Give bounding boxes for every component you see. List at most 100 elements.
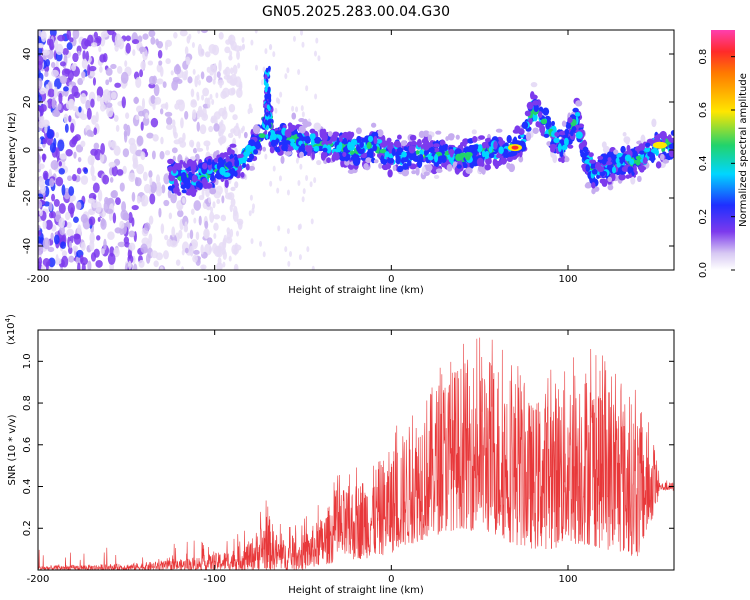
- spectrogram-cell: [254, 64, 258, 71]
- spectrogram-cell: [585, 164, 591, 172]
- spectrogram-cell: [298, 254, 302, 261]
- spectrogram-cell: [287, 260, 291, 267]
- spectrogram-cell: [61, 255, 69, 268]
- spectrogram-cell: [488, 145, 493, 153]
- spectrogram-cell: [178, 205, 182, 212]
- spectrogram-cell: [239, 45, 243, 52]
- spectrogram-cell: [484, 150, 490, 160]
- spectrogram-cell: [265, 134, 269, 140]
- spectrogram-cell: [552, 154, 558, 164]
- spectrogram-cell: [644, 146, 651, 153]
- spectrogram-cell: [164, 42, 169, 51]
- spectrogram-cell: [179, 159, 184, 165]
- spectrogram-cell: [87, 64, 91, 76]
- spectrogram-cell: [379, 148, 387, 154]
- spectrogram-cell: [38, 146, 42, 153]
- spectrogram-cell: [71, 85, 79, 97]
- spectrogram-cell: [187, 76, 193, 84]
- spectrogram-cell: [284, 73, 288, 80]
- spectrogram-cell: [51, 97, 56, 109]
- spectrogram-cell: [289, 251, 293, 258]
- spectrogram-cell: [561, 120, 567, 127]
- colorbar-tick-label: 0.2: [698, 209, 709, 225]
- spectrogram-cell: [185, 58, 189, 65]
- spectrogram-cell: [434, 154, 439, 163]
- spectrogram-cell: [83, 167, 89, 174]
- spectrogram-cell: [172, 119, 176, 128]
- spectrogram-cell: [297, 180, 301, 187]
- spectrogram-cell: [359, 141, 364, 148]
- spectrogram-cell: [55, 131, 60, 139]
- spectrogram-cell: [201, 112, 209, 121]
- spectrogram-cell: [597, 155, 604, 160]
- spectrogram-cell: [591, 182, 596, 189]
- spectrogram-cell: [265, 67, 269, 73]
- spectrogram-cell: [51, 69, 59, 78]
- spectrogram-cell: [575, 131, 583, 139]
- spectrogram-cell: [148, 75, 156, 85]
- spectrogram-cell: [69, 196, 74, 204]
- spectrogram-cell: [216, 198, 221, 204]
- spectrogram-cell: [149, 193, 156, 205]
- spectrogram-cell: [229, 143, 237, 148]
- spectrogram-cell: [71, 173, 77, 182]
- spectrogram-cell: [38, 261, 42, 270]
- spectrogram-cell: [564, 156, 570, 163]
- spectrogram-cell: [92, 202, 98, 209]
- x-tick-label: 0: [388, 574, 394, 585]
- spectrogram-cell: [230, 40, 234, 47]
- spectrogram-cell: [370, 122, 377, 128]
- spectrogram-cell: [122, 165, 127, 175]
- spectrogram-cell: [184, 221, 188, 232]
- spectrogram-cell: [321, 133, 328, 142]
- spectrogram-cell: [250, 39, 254, 46]
- spectrogram-cell: [378, 162, 383, 169]
- spectrogram-cell: [333, 151, 337, 157]
- spectrogram-cell: [599, 178, 605, 184]
- spectrogram-cell: [371, 131, 379, 138]
- spectrogram-cell: [205, 75, 213, 83]
- spectrogram-cell: [264, 119, 268, 125]
- spectrogram-cell: [124, 60, 128, 68]
- spectrogram-cell: [469, 161, 475, 169]
- spectrogram-cell: [50, 232, 54, 241]
- spectrogram-cell: [147, 60, 154, 66]
- y-tick-label: 1.0: [22, 353, 33, 369]
- spectrogram-cell: [216, 71, 221, 79]
- spectrogram-cell: [81, 262, 86, 270]
- spectrogram-cell: [578, 123, 585, 128]
- spectrogram-cell: [264, 87, 268, 93]
- spectrogram-cell: [80, 241, 86, 251]
- spectrogram-cell: [167, 158, 175, 165]
- spectrogram-cell: [186, 232, 190, 239]
- spectrogram-cell: [668, 143, 674, 150]
- spectrogram-cell: [126, 124, 131, 137]
- spectrogram-cell: [96, 235, 101, 241]
- spectrogram-cell: [613, 149, 619, 155]
- spectrogram-cell: [326, 144, 332, 154]
- spectrogram-cell: [572, 107, 579, 113]
- spectrogram-cell: [77, 262, 81, 270]
- spectrogram-cell: [148, 233, 153, 244]
- spectrogram-cell: [272, 51, 276, 58]
- spectrogram-cell: [400, 140, 407, 147]
- spectrogram-cell: [191, 174, 198, 183]
- spectrogram-cell: [498, 146, 504, 155]
- spectrogram-cell: [662, 159, 670, 164]
- spectrogram-cell: [63, 86, 69, 92]
- spectrogram-cell: [249, 194, 253, 201]
- spectrogram-cell: [459, 152, 467, 158]
- spectrogram-cell: [415, 166, 420, 176]
- spectrogram-cell: [236, 50, 240, 60]
- colorbar-tick-label: 0.8: [698, 49, 709, 65]
- spectrogram-cell: [233, 170, 238, 177]
- spectrogram-ylabel: Frequency (Hz): [7, 112, 18, 188]
- spectrogram-cell: [179, 30, 188, 37]
- spectrogram-cell: [539, 124, 546, 134]
- spectrogram-cell: [114, 82, 122, 88]
- spectrogram-cell: [59, 61, 66, 67]
- spectrogram-cell: [85, 99, 91, 111]
- spectrogram-cell: [633, 164, 637, 174]
- spectrogram-cell: [185, 69, 189, 76]
- spectrogram-cell: [210, 174, 215, 182]
